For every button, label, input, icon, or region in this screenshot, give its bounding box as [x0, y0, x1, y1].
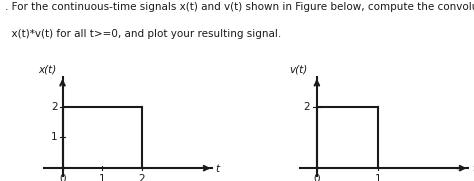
Text: 2: 2 [51, 102, 58, 112]
Text: . For the continuous-time signals x(t) and v(t) shown in Figure below, compute t: . For the continuous-time signals x(t) a… [5, 2, 474, 12]
Text: v(t): v(t) [290, 64, 308, 75]
Text: t: t [472, 164, 474, 174]
Text: 0: 0 [314, 174, 320, 181]
Text: 1: 1 [374, 174, 381, 181]
Text: x(t): x(t) [38, 64, 56, 75]
Text: x(t)*v(t) for all t>=0, and plot your resulting signal.: x(t)*v(t) for all t>=0, and plot your re… [5, 29, 281, 39]
Text: t: t [215, 164, 219, 174]
Text: 1: 1 [51, 132, 58, 142]
Text: 1: 1 [99, 174, 106, 181]
Text: 2: 2 [138, 174, 145, 181]
Text: 2: 2 [303, 102, 310, 112]
Text: 0: 0 [59, 174, 66, 181]
